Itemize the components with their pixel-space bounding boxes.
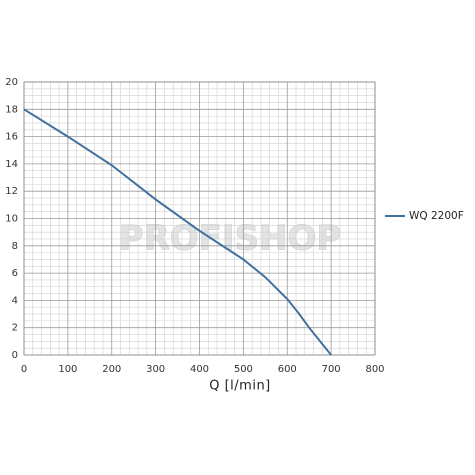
x-tick-label: 400 [190, 364, 209, 375]
x-tick-label: 700 [322, 364, 341, 375]
y-tick-label: 12 [5, 186, 18, 197]
y-tick-label: 20 [5, 77, 18, 88]
y-tick-label: 6 [12, 268, 18, 279]
legend-label: WQ 2200F [409, 210, 464, 222]
y-tick-label: 10 [5, 214, 18, 225]
y-tick-label: 0 [12, 350, 18, 361]
x-tick-label: 100 [58, 364, 77, 375]
x-tick-label: 600 [278, 364, 297, 375]
y-tick-label: 18 [5, 104, 18, 115]
y-tick-label: 8 [12, 241, 18, 252]
x-tick-label: 800 [365, 364, 384, 375]
x-tick-label: 0 [21, 364, 27, 375]
series-line [23, 108, 332, 356]
y-tick-label: 16 [5, 132, 18, 143]
x-tick-label: 200 [102, 364, 121, 375]
plot-frame [23, 81, 376, 356]
y-tick-label: 2 [12, 323, 18, 334]
y-tick-label: 4 [12, 295, 18, 306]
x-axis-title: Q [l/min] [209, 379, 271, 394]
x-tick-label: 500 [234, 364, 253, 375]
y-tick-label: 14 [5, 159, 18, 170]
x-tick-label: 300 [146, 364, 165, 375]
